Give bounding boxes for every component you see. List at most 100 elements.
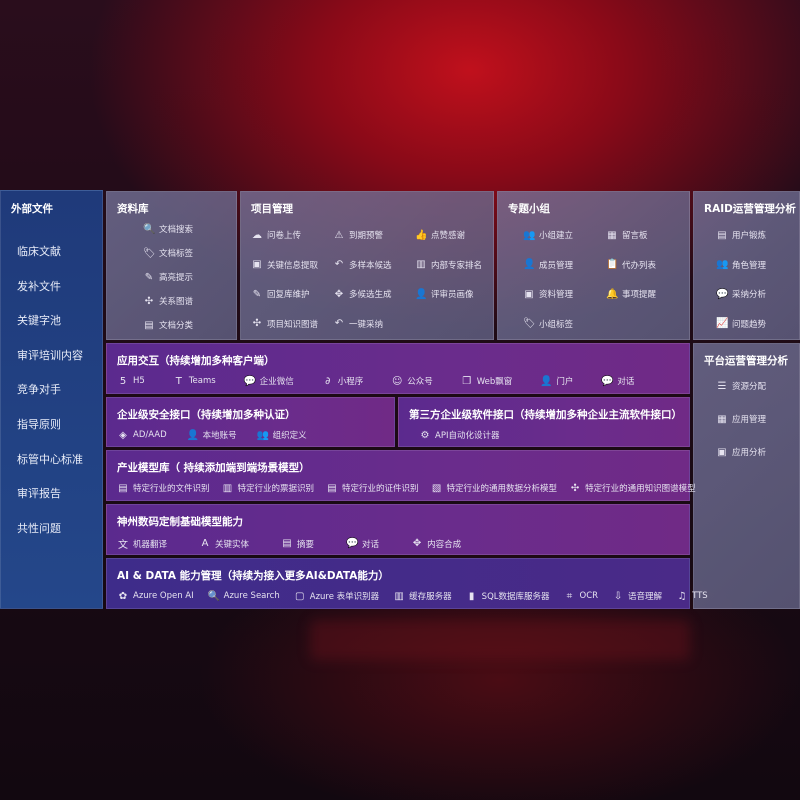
item-label: Web飘窗 xyxy=(476,377,513,387)
reply-item[interactable]: ↶ 一键采纳 xyxy=(333,318,383,330)
reply-item[interactable]: ↶ 多样本候选 xyxy=(333,259,392,271)
official-account-item[interactable]: ☺ 公众号 xyxy=(391,375,433,388)
item-label: 特定行业的票据识别 xyxy=(237,484,315,494)
chart-item[interactable]: ▧ 特定行业的通用数据分析模型 xyxy=(431,482,557,495)
receipt-item[interactable]: ▥ 特定行业的票据识别 xyxy=(222,482,315,495)
checklist-item[interactable]: ☰ 资源分配 xyxy=(716,380,767,393)
extract-item[interactable]: ▣ 关键信息提取 xyxy=(251,259,318,271)
thumbs-up-item[interactable]: 👍 点赞感谢 xyxy=(415,229,466,242)
wechat-item[interactable]: 💬 企业微信 xyxy=(243,375,294,388)
file-item[interactable]: ▤ 特定行业的文件识别 xyxy=(117,482,209,495)
id-card-item[interactable]: ▤ 用户锻炼 xyxy=(716,229,766,242)
external-item[interactable]: 审评培训内容 xyxy=(17,348,83,362)
tts-item[interactable]: ♫ TTS xyxy=(676,590,708,602)
id-card-icon: ▤ xyxy=(327,482,337,494)
person-item[interactable]: 👤 评审员画像 xyxy=(415,288,474,301)
translate-item[interactable]: 文机器翻译 xyxy=(117,536,168,552)
bbs-item[interactable]: ▦ 留言板 xyxy=(606,229,647,242)
puzzle-item[interactable]: ✥ 多候选生成 xyxy=(333,288,392,301)
search-item[interactable]: 🔍 Azure Search xyxy=(208,590,280,602)
item-label: Azure Open AI xyxy=(133,591,194,601)
qa-item[interactable]: 💬 采纳分析 xyxy=(716,288,767,301)
external-item[interactable]: 指导原则 xyxy=(17,418,61,431)
external-item[interactable]: 标管中心标准 xyxy=(17,452,83,466)
member-item[interactable]: 👤 成员管理 xyxy=(523,259,573,271)
sql-item[interactable]: ▮ SQL数据库服务器 xyxy=(466,590,550,603)
html5-item[interactable]: 5 H5 xyxy=(117,375,145,387)
cloud-upload-item[interactable]: ☁ 问卷上传 xyxy=(251,229,302,242)
users-item[interactable]: 👥 角色管理 xyxy=(716,259,766,271)
item-label: 组织定义 xyxy=(272,431,307,441)
item-label: 角色管理 xyxy=(732,260,767,271)
thirdparty-title: 第三方企业级软件接口（持续增加多种企业主流软件接口） xyxy=(409,409,682,421)
graph-icon: ✣ xyxy=(144,295,154,307)
trend-item[interactable]: 📈 问题趋势 xyxy=(716,318,766,330)
cache-item[interactable]: ▥ 缓存服务器 xyxy=(393,590,452,603)
teams-item[interactable]: T Teams xyxy=(173,375,216,387)
tag-item[interactable]: 🏷 文档标签 xyxy=(143,247,193,260)
speech-item[interactable]: ⇩ 语音理解 xyxy=(612,590,662,603)
item-label: 对话 xyxy=(362,539,380,550)
ranking-icon: ▥ xyxy=(416,259,426,270)
external-item[interactable]: 共性问题 xyxy=(17,521,61,535)
analysis-item[interactable]: ▣ 应用分析 xyxy=(716,446,766,459)
highlight-pen-item[interactable]: ✎ 高亮提示 xyxy=(143,271,194,284)
item-label: 评审员画像 xyxy=(431,290,474,300)
alarm-item[interactable]: ⚠ 到期预警 xyxy=(333,229,384,242)
chat-item[interactable]: 💬 对话 xyxy=(601,375,634,388)
folder-item[interactable]: ▣ 资料管理 xyxy=(523,288,573,301)
item-label: H5 xyxy=(133,376,145,386)
form-item[interactable]: ▢ Azure 表单识别器 xyxy=(294,590,379,603)
item-label: 本地账号 xyxy=(202,431,237,441)
gear-item[interactable]: ⚙ API自动化设计器 xyxy=(419,429,500,442)
clipboard-item[interactable]: 📋 代办列表 xyxy=(606,259,656,271)
bell-item[interactable]: 🔔 事项提醒 xyxy=(606,288,656,301)
pen-item[interactable]: ✎ 回复库维护 xyxy=(251,288,310,301)
knowledge-graph-item[interactable]: ✣ 项目知识图谱 xyxy=(251,318,318,330)
group-item[interactable]: 👥 小组建立 xyxy=(523,229,573,242)
external-item[interactable]: 审评报告 xyxy=(17,487,61,501)
item-label: 缓存服务器 xyxy=(409,592,452,602)
apps-item[interactable]: ▦ 应用管理 xyxy=(716,413,766,426)
openai-item[interactable]: ✿ Azure Open AI xyxy=(117,590,194,602)
graph-item[interactable]: ✣ 关系图谱 xyxy=(143,295,193,308)
knowledge-graph-item[interactable]: ✣ 特定行业的通用知识图谱模型 xyxy=(569,482,696,495)
tag-icon: 🏷 xyxy=(523,318,536,329)
file-icon: ▤ xyxy=(118,482,128,494)
item-label: 高亮提示 xyxy=(159,273,194,283)
folder-icon: ▣ xyxy=(524,288,534,300)
item-label: 特定行业的证件识别 xyxy=(342,484,419,494)
tag-item[interactable]: 🏷 小组标签 xyxy=(523,318,573,330)
ad-item[interactable]: ◈ AD/AAD xyxy=(117,429,167,441)
item-label: 问卷上传 xyxy=(267,231,302,241)
chat-item[interactable]: 💬 对话 xyxy=(346,536,379,551)
account-item[interactable]: 👤 本地账号 xyxy=(187,429,237,442)
portal-item[interactable]: 👤 门户 xyxy=(540,375,573,388)
ranking-item[interactable]: ▥ 内部专家排名 xyxy=(415,259,482,271)
summary-item[interactable]: ▤ 摘要 xyxy=(281,536,314,551)
item-label: 小组标签 xyxy=(539,319,574,330)
id-card-item[interactable]: ▤ 特定行业的证件识别 xyxy=(326,482,419,495)
item-label: 点赞感谢 xyxy=(431,231,466,241)
external-item[interactable]: 临床文献 xyxy=(17,245,61,258)
speech-icon: ⇩ xyxy=(613,590,623,602)
doc-search-item[interactable]: 🔍 文档搜索 xyxy=(143,223,193,236)
window-item[interactable]: ❐ Web飘窗 xyxy=(461,375,513,388)
wechat-icon: 💬 xyxy=(243,375,257,387)
external-item[interactable]: 关键字池 xyxy=(17,314,61,328)
item-label: 采纳分析 xyxy=(732,290,767,300)
external-item[interactable]: 竞争对手 xyxy=(17,383,61,397)
entity-item[interactable]: A 关键实体 xyxy=(199,536,249,551)
ocr-item[interactable]: ⌗ OCR xyxy=(564,590,598,602)
compose-item[interactable]: ✥ 内容合成 xyxy=(411,536,461,551)
item-label: 机器翻译 xyxy=(133,539,168,550)
org-item[interactable]: 👥 组织定义 xyxy=(257,429,307,442)
library-title: 资料库 xyxy=(117,203,149,215)
miniprogram-item[interactable]: ∂ 小程序 xyxy=(322,375,363,388)
external-item[interactable]: 发补文件 xyxy=(17,279,61,293)
thirdparty-panel: 第三方企业级软件接口（持续增加多种企业主流软件接口） ⚙ API自动化设计器 xyxy=(398,397,690,447)
chart-icon: ▧ xyxy=(431,482,442,494)
id-card-icon: ▤ xyxy=(717,229,727,241)
summary-icon: ▤ xyxy=(282,538,292,549)
doc-classify-item[interactable]: ▤ 文档分类 xyxy=(143,319,193,332)
